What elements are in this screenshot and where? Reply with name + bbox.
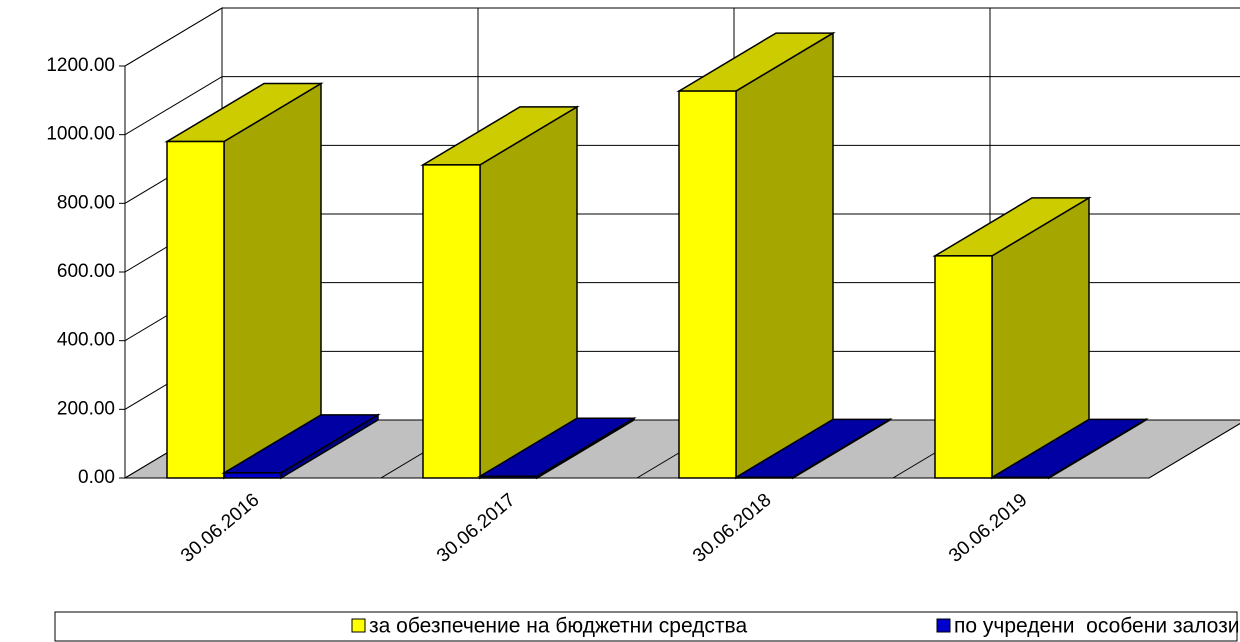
x-tick-label: 30.06.2018	[689, 490, 775, 567]
bar	[735, 476, 794, 479]
bar	[422, 164, 481, 479]
x-tick-label: 30.06.2017	[433, 490, 519, 567]
legend-box	[54, 611, 1238, 642]
legend-label: по учредени особени залози	[954, 615, 1239, 638]
legend-swatch	[351, 618, 366, 633]
y-tick-label: 800.00	[57, 192, 115, 213]
floor-divider	[1148, 423, 1240, 479]
x-tick-label: 30.06.2019	[945, 490, 1031, 567]
grid-line	[124, 76, 223, 136]
bar-side	[223, 82, 322, 480]
bar-side	[479, 105, 578, 480]
y-tick-label: 1000.00	[46, 124, 115, 145]
bar	[678, 90, 737, 479]
bar	[479, 475, 538, 479]
y-tick-label: 200.00	[57, 398, 115, 419]
grid-line	[124, 7, 223, 67]
y-tick-label: 400.00	[57, 330, 115, 351]
bar	[991, 476, 1050, 479]
bar	[934, 255, 993, 479]
y-tick-label: 0.00	[78, 467, 115, 488]
y-tick-label: 600.00	[57, 261, 115, 282]
y-tick-label: 1200.00	[46, 55, 115, 76]
x-tick-label: 30.06.2016	[177, 490, 263, 567]
bar	[223, 472, 282, 479]
bar-side	[735, 31, 834, 480]
legend-label: за обезпечение на бюджетни средства	[369, 615, 747, 638]
bar	[166, 140, 225, 479]
legend-swatch	[936, 618, 951, 633]
